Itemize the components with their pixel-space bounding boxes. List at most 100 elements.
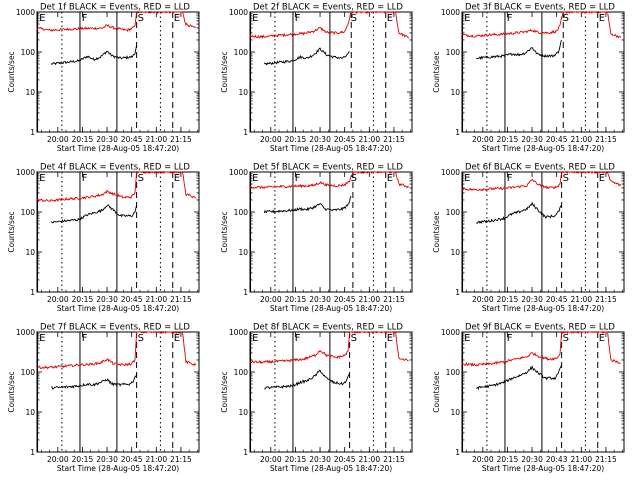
x-tick-label: 20:30 [521, 135, 543, 144]
marker-label-f: F [82, 173, 88, 184]
x-tick-label: 20:30 [309, 455, 331, 464]
x-tick-label: 20:00 [260, 455, 282, 464]
panel-title: Det 4f BLACK = Events, RED = LLD [40, 163, 190, 173]
plot-frame [461, 11, 625, 133]
x-axis-label: Start Time (28-Aug-05 18:47:20) [270, 464, 392, 473]
marker-label-s: S [563, 13, 569, 24]
plot-frame [249, 11, 413, 133]
y-tick-label: 1000 [441, 328, 460, 337]
y-tick-label: 100 [446, 368, 461, 377]
x-tick-label: 21:15 [170, 455, 192, 464]
marker-label-e: E [387, 13, 393, 24]
lld-series-line [249, 11, 410, 39]
marker-label-f: F [295, 333, 301, 344]
x-tick-label: 21:00 [358, 295, 380, 304]
lld-series-line [249, 171, 410, 190]
x-tick-label: 20:15 [72, 295, 94, 304]
marker-label-e: E [387, 173, 393, 184]
y-tick-label: 1 [243, 128, 248, 137]
x-tick-label: 20:15 [497, 135, 519, 144]
y-tick-label: 100 [446, 48, 461, 57]
y-tick-label: 100 [234, 208, 249, 217]
x-tick-label: 20:45 [334, 295, 356, 304]
marker-label-e: E [599, 333, 605, 344]
y-tick-label: 10 [25, 248, 35, 257]
x-tick-label: 20:00 [472, 135, 494, 144]
lld-series-line [461, 330, 621, 367]
y-tick-label: 10 [450, 408, 460, 417]
y-tick-label: 1000 [441, 8, 460, 17]
x-axis-label: Start Time (28-Aug-05 18:47:20) [57, 304, 179, 313]
x-tick-label: 21:00 [570, 135, 592, 144]
marker-label-e: E [464, 13, 470, 24]
x-tick-label: 20:00 [472, 295, 494, 304]
marker-label-f: F [295, 13, 301, 24]
y-axis-label: Counts/sec [7, 51, 16, 92]
detector-panel-3: Det 3f BLACK = Events, RED = LLD 1 10 100 10… [432, 3, 625, 153]
y-axis-label: Counts/sec [220, 51, 229, 92]
plot-frame [249, 331, 413, 453]
marker-label-e: E [174, 13, 180, 24]
x-tick-label: 20:30 [309, 135, 331, 144]
events-series-line [50, 44, 138, 66]
x-tick-label: 20:15 [497, 455, 519, 464]
detector-panel-1: Det 1f BLACK = Events, RED = LLD 1 10 100 10… [7, 3, 200, 153]
detector-panel-7: Det 7f BLACK = Events, RED = LLD 1 10 100 10… [7, 323, 200, 473]
x-tick-label: 20:30 [521, 455, 543, 464]
y-tick-label: 1000 [16, 168, 35, 177]
plot-frame [249, 171, 413, 293]
x-tick-label: 21:15 [170, 295, 192, 304]
x-tick-label: 20:45 [121, 295, 143, 304]
marker-label-s: S [563, 173, 569, 184]
marker-label-s: S [351, 13, 357, 24]
x-axis-label: Start Time (28-Aug-05 18:47:20) [482, 304, 604, 313]
y-axis-label: Counts/sec [432, 211, 441, 252]
marker-label-f: F [507, 13, 513, 24]
events-series-line [476, 201, 562, 225]
lld-series-line [249, 331, 409, 365]
x-tick-label: 20:45 [121, 455, 143, 464]
y-tick-label: 1 [30, 288, 35, 297]
x-tick-label: 20:00 [260, 135, 282, 144]
x-tick-label: 20:00 [47, 455, 69, 464]
x-axis-label: Start Time (28-Aug-05 18:47:20) [270, 304, 392, 313]
marker-label-e: E [252, 13, 258, 24]
x-axis-label: Start Time (28-Aug-05 18:47:20) [270, 144, 392, 153]
y-axis-label: Counts/sec [432, 371, 441, 412]
y-tick-label: 1000 [441, 168, 460, 177]
x-tick-label: 21:00 [358, 455, 380, 464]
x-tick-label: 20:45 [121, 135, 143, 144]
y-tick-label: 1 [455, 288, 460, 297]
detector-panel-8: Det 8f BLACK = Events, RED = LLD 1 10 100 10… [220, 323, 413, 473]
y-tick-label: 100 [234, 48, 249, 57]
marker-label-f: F [295, 173, 301, 184]
lld-series-line [36, 170, 197, 203]
panel-title: Det 5f BLACK = Events, RED = LLD [253, 163, 403, 173]
y-tick-label: 100 [21, 208, 36, 217]
lld-series-line [461, 171, 622, 192]
events-series-line [476, 364, 563, 390]
x-tick-label: 20:15 [72, 455, 94, 464]
y-tick-label: 1 [243, 288, 248, 297]
plot-frame [36, 171, 200, 293]
x-tick-label: 20:45 [334, 455, 356, 464]
x-tick-label: 20:00 [260, 295, 282, 304]
y-tick-label: 10 [450, 88, 460, 97]
y-tick-label: 100 [21, 48, 36, 57]
marker-label-s: S [138, 173, 144, 184]
y-tick-label: 10 [238, 88, 248, 97]
x-tick-label: 20:45 [546, 135, 568, 144]
y-tick-label: 1 [30, 448, 35, 457]
marker-label-e: E [387, 333, 393, 344]
x-tick-label: 21:00 [145, 295, 167, 304]
y-tick-label: 10 [238, 408, 248, 417]
x-tick-label: 20:00 [47, 135, 69, 144]
y-tick-label: 10 [25, 88, 35, 97]
detector-panel-2: Det 2f BLACK = Events, RED = LLD 1 10 100 10… [220, 3, 413, 153]
lld-series-line [36, 331, 197, 370]
panel-title: Det 7f BLACK = Events, RED = LLD [40, 323, 190, 333]
events-series-line [476, 39, 563, 60]
x-tick-label: 20:15 [497, 295, 519, 304]
detector-panel-4: Det 4f BLACK = Events, RED = LLD 1 10 100 10… [7, 163, 200, 313]
